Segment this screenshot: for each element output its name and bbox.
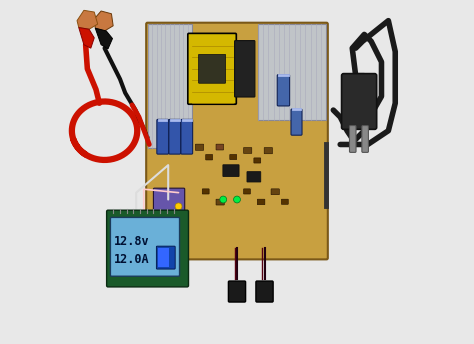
FancyBboxPatch shape [244,148,252,153]
FancyBboxPatch shape [244,189,250,194]
FancyBboxPatch shape [156,246,175,269]
FancyBboxPatch shape [271,189,279,195]
FancyBboxPatch shape [216,144,224,150]
FancyBboxPatch shape [230,154,237,160]
Circle shape [234,196,240,203]
FancyBboxPatch shape [264,148,273,154]
Polygon shape [95,28,112,49]
FancyBboxPatch shape [349,126,356,152]
FancyBboxPatch shape [147,24,192,148]
FancyBboxPatch shape [158,248,169,267]
FancyBboxPatch shape [223,165,239,176]
FancyBboxPatch shape [169,119,181,154]
FancyBboxPatch shape [154,188,185,232]
FancyBboxPatch shape [202,189,209,194]
FancyBboxPatch shape [282,199,288,204]
FancyBboxPatch shape [277,75,290,106]
FancyBboxPatch shape [206,154,212,160]
FancyBboxPatch shape [247,172,261,182]
Polygon shape [94,11,113,31]
Circle shape [175,203,182,210]
FancyBboxPatch shape [107,210,189,287]
FancyBboxPatch shape [342,74,377,129]
FancyBboxPatch shape [228,281,246,302]
FancyBboxPatch shape [146,23,328,259]
Circle shape [220,196,227,203]
FancyBboxPatch shape [216,199,224,205]
FancyBboxPatch shape [235,41,255,97]
Polygon shape [79,28,94,48]
FancyBboxPatch shape [362,126,368,152]
Text: 12.8v: 12.8v [114,235,150,248]
FancyBboxPatch shape [258,24,327,120]
FancyBboxPatch shape [291,109,302,135]
FancyBboxPatch shape [256,281,273,302]
Text: 12.0A: 12.0A [114,253,150,266]
FancyBboxPatch shape [199,54,226,83]
Polygon shape [77,10,98,29]
FancyBboxPatch shape [257,199,265,205]
FancyBboxPatch shape [254,158,261,163]
FancyBboxPatch shape [188,33,237,104]
FancyBboxPatch shape [181,119,192,154]
FancyBboxPatch shape [195,144,204,150]
FancyBboxPatch shape [157,119,169,154]
FancyBboxPatch shape [110,217,180,276]
